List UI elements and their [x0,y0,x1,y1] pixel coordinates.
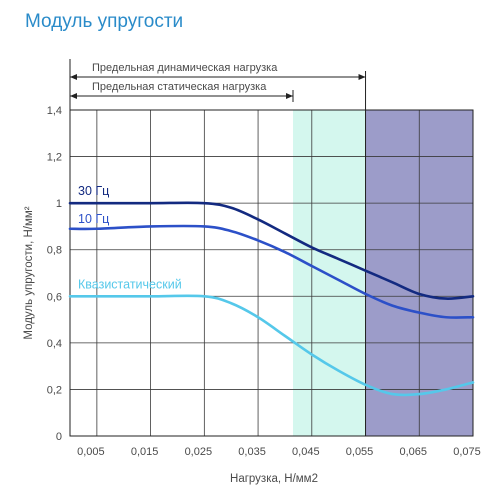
y-axis-label: Модуль упругости, Н/мм² [23,206,35,339]
y-tick-label-4: 0,8 [47,245,62,257]
range-arrow-left-0 [70,74,77,80]
plot-frame [69,109,474,437]
series-labels: 30 Гц 10 Гц Квазистатический [78,184,182,291]
y-tick-label-1: 0,2 [47,384,62,396]
x-tick-labels: 0,005 0,015 0,025 0,035 0,045 0,055 0,065 0,075 [77,446,481,458]
range-arrow-right-1 [285,93,293,99]
x-axis-label: Нагрузка, Н/мм2 [230,473,318,485]
load-range-brackets: Предельная динамическая нагрузка Предельн… [69,59,367,436]
y-tick-label-3: 0,6 [47,291,62,303]
series-label-0: 30 Гц [78,184,109,198]
series-line-0 [68,201,475,300]
x-tick-label-4: 0,045 [292,446,320,458]
range-label-1: Предельная статическая нагрузка [92,81,267,93]
x-tick-label-0: 0,005 [77,446,105,458]
x-tick-label-7: 0,075 [453,446,481,458]
series-label-2: Квазистатический [78,277,182,291]
y-tick-label-7: 1,4 [47,105,62,117]
series-lines [68,201,475,397]
range-label-0: Предельная динамическая нагрузка [92,62,278,74]
range-arrow-right-0 [358,74,366,80]
chart-title: Модуль упругости [25,11,183,32]
series-line-2 [68,294,475,397]
load-regions [292,110,473,436]
x-tick-label-6: 0,065 [400,446,428,458]
x-tick-label-5: 0,055 [346,446,374,458]
y-tick-label-0: 0 [56,431,62,443]
y-tick-labels: 0 0,2 0,4 0,6 0,8 1 1,2 1,4 [47,105,62,443]
series-line-1 [68,224,475,319]
x-tick-label-2: 0,025 [185,446,213,458]
range-arrow-left-1 [70,93,77,99]
x-tick-label-1: 0,015 [131,446,159,458]
y-tick-label-6: 1,2 [47,152,62,164]
x-tick-label-3: 0,035 [238,446,266,458]
y-tick-label-5: 1 [56,198,62,210]
grid-lines [69,109,474,437]
y-tick-label-2: 0,4 [47,338,62,350]
region-0 [292,110,366,436]
series-label-1: 10 Гц [78,212,109,226]
